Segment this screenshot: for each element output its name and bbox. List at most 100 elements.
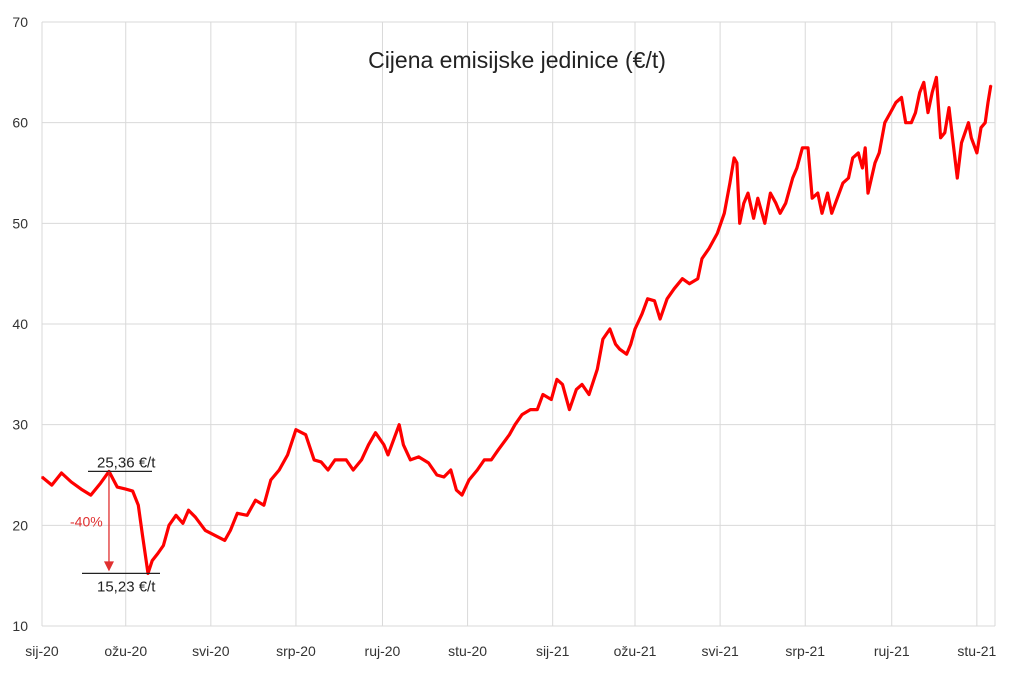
data-point [931,91,934,94]
data-point [508,433,511,436]
data-point [476,469,479,471]
data-point [923,81,925,84]
data-point [935,76,938,79]
data-point [436,474,438,476]
y-tick-label: 40 [12,316,28,332]
data-point [443,476,445,478]
data-point [124,488,127,490]
data-point [821,212,823,215]
data-point [236,512,239,515]
data-point [701,257,703,260]
y-tick-label: 50 [12,215,28,231]
data-point [367,444,370,446]
data-point [450,469,452,471]
y-tick-label: 20 [12,517,28,533]
data-point [360,459,363,461]
x-tick-label: srp-20 [276,643,316,659]
data-point [490,459,493,461]
data-point [874,162,876,164]
data-point [398,423,401,426]
annotations: 25,36 €/t 15,23 €/t -40% [70,454,160,595]
data-point [883,121,886,124]
data-point [263,504,265,507]
data-point [374,431,377,434]
data-point [653,300,656,302]
data-point [402,444,405,446]
data-point [41,476,43,478]
data-point [729,182,731,184]
data-point [313,459,315,461]
data-point [90,494,92,496]
x-tick-label: svi-20 [192,643,230,659]
data-point [775,202,777,204]
data-point [497,449,500,451]
data-point [801,147,804,149]
data-point [383,444,385,446]
data-point [204,529,207,532]
data-point [223,539,226,542]
data-point [60,472,63,474]
data-point [756,197,759,199]
data-point [327,469,329,471]
data-point [673,287,675,290]
data-point [952,142,954,144]
data-point [857,152,860,154]
data-point [70,481,73,483]
y-tick-label: 10 [12,618,28,634]
x-tick-label: sij-21 [536,643,570,659]
data-point [861,167,864,169]
data-point [270,479,272,481]
data-point [625,353,628,356]
data-point [708,247,710,250]
data-point [987,101,989,104]
data-point [427,462,430,464]
data-point [536,408,539,411]
data-point [246,514,248,517]
data-point [334,459,336,461]
data-point [918,91,921,94]
data-point [409,459,412,461]
data-point [609,328,611,330]
data-point [736,162,738,164]
data-point [581,383,583,386]
data-point [168,524,170,527]
data-point [455,489,458,491]
data-point [352,469,354,471]
data-point [568,408,571,411]
data-point [895,101,897,104]
data-point [796,167,798,169]
y-tick-label: 60 [12,115,28,131]
data-point [733,157,735,159]
data-point [278,469,281,471]
data-point [630,343,632,345]
data-point [867,192,869,194]
data-point [50,484,53,486]
x-tick-label: ožu-20 [104,643,147,659]
data-point [588,393,590,396]
data-point [956,177,959,179]
data-point [914,111,917,114]
data-point [182,522,184,525]
y-tick-label: 30 [12,417,28,433]
data-point [461,494,463,496]
data-point [468,479,470,481]
data-point [900,96,903,99]
data-point [763,222,766,225]
data-point [137,504,140,507]
data-point [791,177,794,179]
x-tick-label: stu-21 [957,643,996,659]
data-point [514,423,516,426]
data-point [836,197,839,199]
data-point [162,544,165,547]
chart-title: Cijena emisijske jedinice (€/t) [368,47,666,73]
data-point [816,192,819,194]
data-point [747,192,749,194]
data-point [634,328,636,330]
data-point [980,126,982,129]
data-point [521,413,523,416]
data-point [141,534,144,537]
data-point [723,212,726,215]
data-point [618,348,621,350]
data-point [151,559,154,562]
